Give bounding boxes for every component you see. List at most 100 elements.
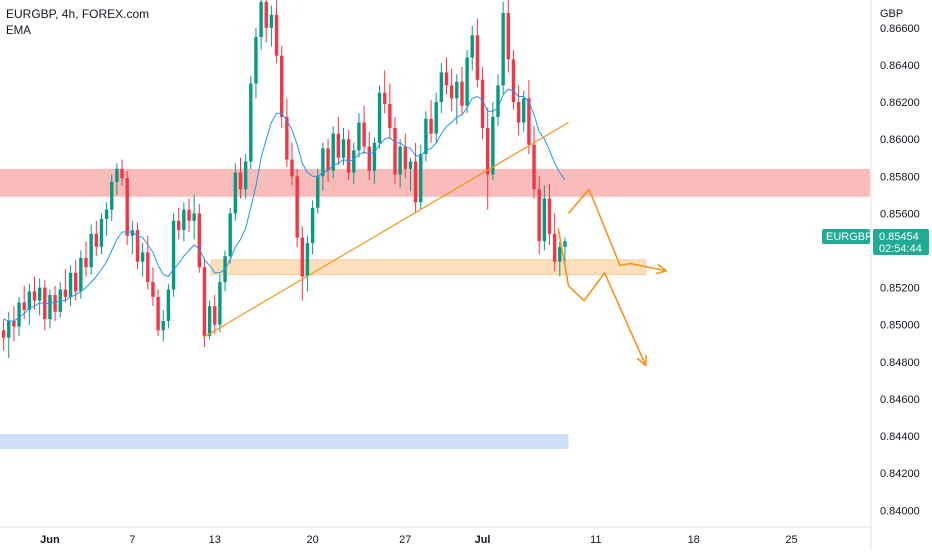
projection-path-lower-arrowhead	[636, 354, 647, 367]
trendline	[202, 121, 569, 339]
y-tick-label: 0.84600	[880, 394, 920, 406]
candle-body	[383, 92, 387, 104]
candle-body	[326, 148, 330, 171]
candle	[151, 267, 155, 307]
candle-body	[22, 302, 26, 310]
price-tag-countdown: 02:54:44	[879, 243, 922, 255]
candle	[223, 250, 227, 292]
candle-body	[403, 146, 407, 169]
candle	[125, 170, 129, 245]
candle-body	[7, 321, 11, 338]
candle-body	[110, 181, 114, 210]
x-tick-label: Jun	[40, 534, 60, 546]
candle-body	[37, 287, 42, 301]
candle-body	[207, 306, 212, 336]
candle	[305, 235, 310, 292]
candle-body	[177, 220, 181, 231]
candle-body	[285, 116, 289, 160]
candle	[233, 163, 238, 221]
candle-body	[254, 37, 258, 84]
candle-body	[84, 257, 88, 268]
resistance-zone	[0, 168, 870, 197]
candle-body	[486, 128, 490, 175]
candle	[94, 220, 98, 257]
candle-body	[274, 14, 279, 56]
candle-body	[43, 287, 47, 320]
candle-body	[264, 1, 268, 28]
candle-body	[341, 139, 346, 158]
candle	[300, 226, 304, 301]
candle	[197, 204, 201, 273]
candle	[130, 220, 135, 255]
candle	[413, 142, 418, 214]
candle	[372, 137, 377, 184]
candle-body	[558, 246, 562, 262]
candle-body	[53, 295, 57, 312]
candle-body	[63, 289, 68, 297]
symbol-tag-text: EURGBP	[826, 231, 872, 243]
candle-body	[130, 230, 135, 236]
candle	[182, 202, 186, 242]
candle-body	[27, 291, 32, 310]
candle	[336, 116, 341, 166]
candle	[243, 154, 248, 199]
candle	[408, 157, 413, 192]
candle	[326, 139, 330, 182]
candle	[249, 76, 253, 169]
candle	[89, 224, 93, 275]
candle	[321, 142, 325, 192]
candle	[439, 63, 444, 114]
price-tag[interactable]: EURGBP 0.85454 02:54:44	[822, 229, 929, 255]
y-tick-label: 0.84400	[880, 431, 920, 443]
x-tick-label: 20	[306, 534, 318, 546]
candle-body	[408, 161, 413, 169]
candle-body	[470, 35, 474, 58]
candle-body	[552, 233, 557, 262]
candles-layer	[1, 0, 567, 359]
candle	[140, 243, 145, 277]
candle	[213, 295, 217, 335]
target-zone	[0, 434, 569, 450]
candle-body	[537, 189, 541, 242]
candle-body	[238, 172, 243, 190]
candle-body	[532, 144, 536, 190]
chart-legend: EURGBP, 4h, FOREX.com EMA	[6, 6, 149, 40]
candle-body	[321, 148, 325, 177]
y-tick-label: 0.84000	[880, 505, 920, 517]
candle-body	[151, 282, 155, 297]
y-tick-label: 0.85200	[880, 283, 920, 295]
candle	[53, 285, 57, 322]
candle	[331, 126, 335, 179]
candle	[156, 289, 160, 336]
indicator-label[interactable]: EMA	[6, 25, 31, 37]
candle	[403, 133, 407, 179]
candle-body	[120, 168, 124, 179]
support-zone	[210, 259, 647, 276]
candle	[63, 269, 68, 303]
candle	[563, 237, 567, 266]
candle	[187, 198, 191, 232]
candle-body	[1, 330, 6, 338]
y-tick-label: 0.84200	[880, 468, 920, 480]
candle-body	[522, 98, 526, 123]
candle-body	[352, 150, 356, 173]
y-tick-label: 0.85600	[880, 208, 920, 220]
candle-body	[516, 102, 521, 123]
candle-body	[491, 116, 495, 175]
candle	[398, 139, 402, 188]
candle-body	[249, 83, 253, 162]
candle	[341, 128, 346, 166]
candle-body	[32, 291, 37, 301]
symbol-title[interactable]: EURGBP, 4h, FOREX.com	[6, 7, 150, 21]
candle-body	[140, 252, 145, 262]
candle-body	[398, 146, 402, 175]
projection-path-upper-arrowhead	[655, 263, 668, 275]
candle-body	[48, 295, 52, 320]
candle	[522, 90, 526, 132]
candle	[12, 306, 16, 342]
candle	[269, 5, 274, 47]
candle	[444, 57, 449, 95]
candle	[527, 79, 531, 155]
